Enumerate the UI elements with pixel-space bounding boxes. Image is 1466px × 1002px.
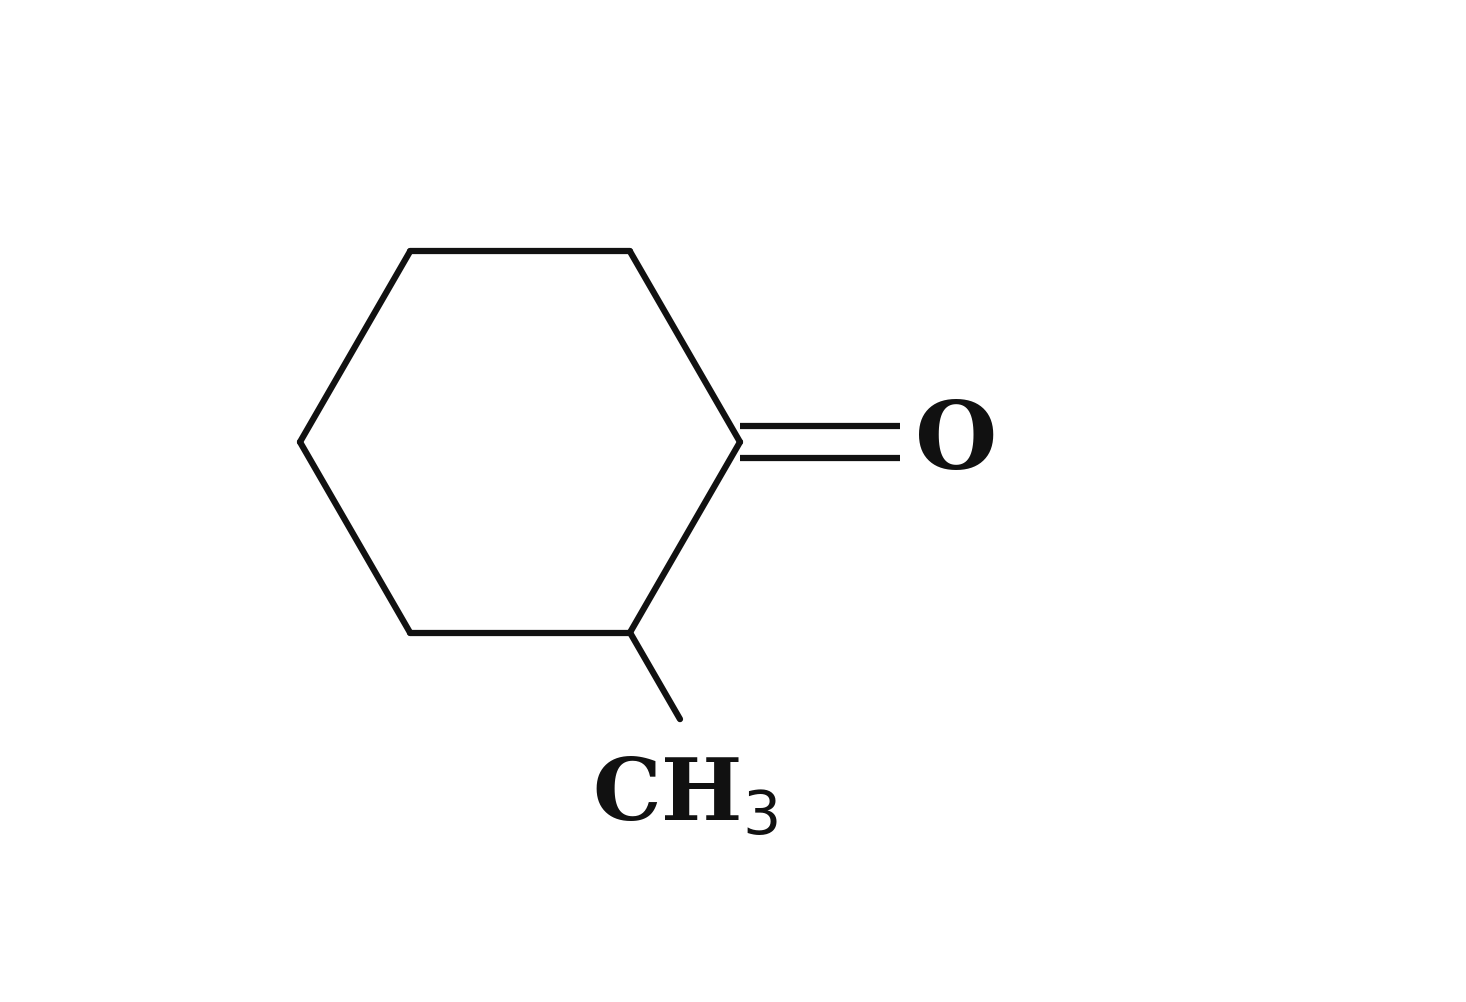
Text: CH$_3$: CH$_3$ <box>592 755 778 839</box>
Text: O: O <box>915 398 997 488</box>
